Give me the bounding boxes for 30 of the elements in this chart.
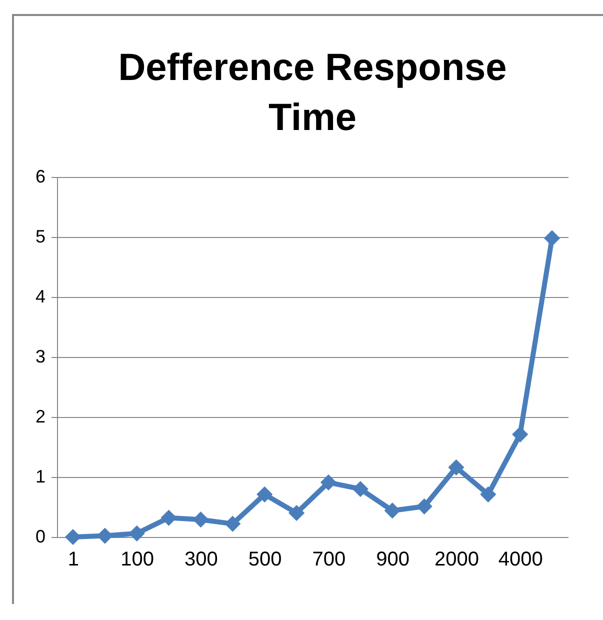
x-tick-label: 500: [248, 548, 282, 570]
y-tick-label: 0: [35, 526, 46, 546]
point: [192, 512, 209, 528]
point: [128, 525, 145, 542]
y-tick-label: 6: [35, 166, 46, 186]
point: [448, 459, 464, 476]
point: [288, 504, 305, 522]
x-tick-label: 900: [376, 548, 410, 570]
point: [384, 502, 400, 519]
x-tick-label: 300: [184, 548, 218, 570]
y-tick-label: 4: [35, 286, 46, 306]
y-tick-label: 2: [35, 406, 46, 426]
x-tick-label: 4000: [498, 548, 543, 570]
point: [544, 230, 560, 246]
point: [480, 486, 496, 502]
x-tick-label: 1: [68, 548, 80, 570]
point: [224, 516, 241, 532]
point: [416, 498, 432, 514]
point: [256, 486, 273, 502]
point: [512, 426, 528, 442]
y-tick-label: 3: [35, 346, 46, 366]
y-tick-label: 1: [35, 466, 46, 486]
y-tick-label: 5: [35, 226, 46, 246]
point: [320, 474, 337, 490]
chart-title: Defference Response Time: [118, 47, 507, 139]
x-tick-label: 100: [120, 548, 154, 570]
point: [160, 510, 177, 526]
x-tick-label: 700: [312, 548, 346, 570]
x-tick-label: 2000: [434, 548, 479, 570]
point: [352, 480, 368, 498]
